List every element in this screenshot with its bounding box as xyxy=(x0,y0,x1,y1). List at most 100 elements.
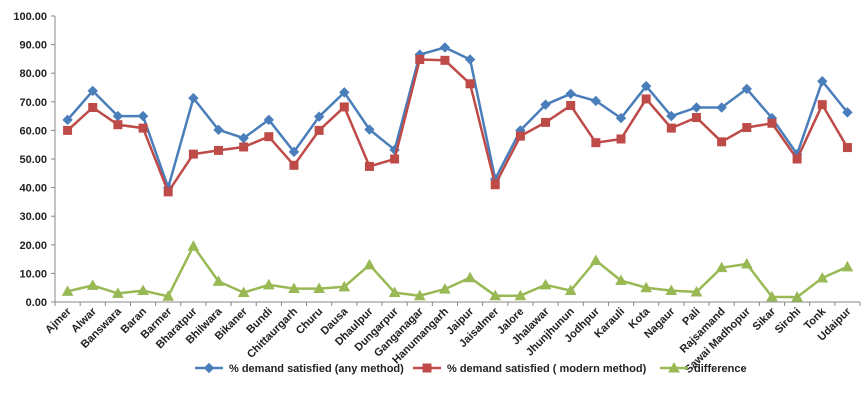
legend-label: % demand satisfied ( modern method) xyxy=(447,363,647,375)
data-point xyxy=(741,83,753,95)
data-point xyxy=(640,281,653,293)
data-point xyxy=(590,95,602,107)
y-tick-label: 80.00 xyxy=(19,68,47,80)
data-point xyxy=(313,111,325,122)
legend-entry-1: % demand satisfied ( modern method) xyxy=(413,363,647,375)
data-point xyxy=(666,110,677,122)
data-point xyxy=(740,257,753,269)
data-point xyxy=(212,275,225,286)
data-point xyxy=(817,76,828,87)
data-point xyxy=(288,282,300,294)
y-axis: 0.00 10.00 20.00 30.00 40.00 50.00 60.00 70.00 8… xyxy=(13,11,56,309)
data-point xyxy=(591,138,601,148)
data-point xyxy=(264,132,274,142)
data-point xyxy=(565,88,576,99)
x-tick-label: Ajmer xyxy=(43,305,74,336)
data-point xyxy=(213,124,224,136)
legend-marker xyxy=(668,361,680,373)
data-point xyxy=(842,107,853,118)
legend-label: % demand satisfied (any method) xyxy=(229,363,404,375)
data-point xyxy=(187,240,200,251)
data-point xyxy=(363,258,376,270)
data-point xyxy=(87,85,98,97)
y-tick-label: 40.00 xyxy=(19,183,47,195)
data-point xyxy=(489,289,502,301)
data-point xyxy=(364,161,374,171)
data-point xyxy=(716,102,727,113)
data-point xyxy=(289,160,299,170)
data-point xyxy=(767,118,777,128)
data-point xyxy=(188,92,199,104)
legend-entry-0: % demand satisfied (any method) xyxy=(195,362,404,375)
data-point xyxy=(641,94,651,104)
data-point xyxy=(239,142,249,152)
data-point xyxy=(288,146,300,158)
legend-entry-2: difference xyxy=(660,361,747,375)
y-tick-label: 30.00 xyxy=(19,211,47,223)
legend-label: difference xyxy=(694,363,747,375)
data-point xyxy=(237,286,250,298)
y-tick-label: 90.00 xyxy=(19,40,47,52)
data-point xyxy=(63,125,73,135)
data-point xyxy=(715,261,728,273)
data-point xyxy=(162,290,175,301)
data-point xyxy=(262,278,275,290)
data-point xyxy=(413,289,426,301)
data-point xyxy=(263,114,275,126)
data-point xyxy=(339,102,349,112)
data-point xyxy=(137,110,149,122)
y-tick-label: 10.00 xyxy=(19,268,47,280)
data-point xyxy=(742,123,752,133)
data-point xyxy=(515,131,525,141)
data-point xyxy=(540,99,551,110)
data-point xyxy=(61,285,74,296)
data-point xyxy=(514,289,527,301)
data-point xyxy=(691,113,701,123)
data-point xyxy=(440,55,450,65)
data-point xyxy=(188,149,198,159)
data-point xyxy=(137,284,149,296)
series-2 xyxy=(61,240,854,302)
data-point xyxy=(439,283,451,294)
data-point xyxy=(464,271,476,283)
data-point xyxy=(791,291,803,302)
data-point xyxy=(62,114,73,126)
data-point xyxy=(339,87,350,98)
data-point xyxy=(590,254,602,266)
data-point xyxy=(566,101,576,111)
data-point xyxy=(88,103,98,113)
data-point xyxy=(314,125,324,135)
data-point xyxy=(691,102,702,113)
data-point xyxy=(766,290,778,302)
data-point xyxy=(439,42,451,53)
data-point xyxy=(615,112,627,124)
data-point xyxy=(616,134,626,144)
data-point xyxy=(564,284,577,296)
data-point xyxy=(541,117,551,127)
series-1 xyxy=(63,54,852,197)
data-point xyxy=(842,143,852,153)
legend-marker xyxy=(203,362,215,374)
data-point xyxy=(313,282,325,294)
data-point xyxy=(665,284,678,296)
data-point xyxy=(717,137,727,147)
legend: % demand satisfied (any method) % demand … xyxy=(195,361,747,375)
data-point xyxy=(214,145,224,155)
data-point xyxy=(390,154,400,164)
data-point xyxy=(816,271,829,283)
y-tick-label: 100.00 xyxy=(13,11,47,23)
data-point xyxy=(539,278,552,290)
data-point xyxy=(666,123,676,133)
data-point xyxy=(113,120,123,130)
data-point xyxy=(112,287,124,298)
y-tick-label: 50.00 xyxy=(19,154,47,166)
data-point xyxy=(364,124,375,135)
data-point xyxy=(792,154,802,164)
data-point xyxy=(841,260,854,272)
data-point xyxy=(86,279,99,290)
data-point xyxy=(640,80,652,92)
data-point xyxy=(464,54,476,65)
data-point xyxy=(817,100,827,110)
y-tick-label: 20.00 xyxy=(19,240,47,252)
data-point xyxy=(465,79,475,89)
